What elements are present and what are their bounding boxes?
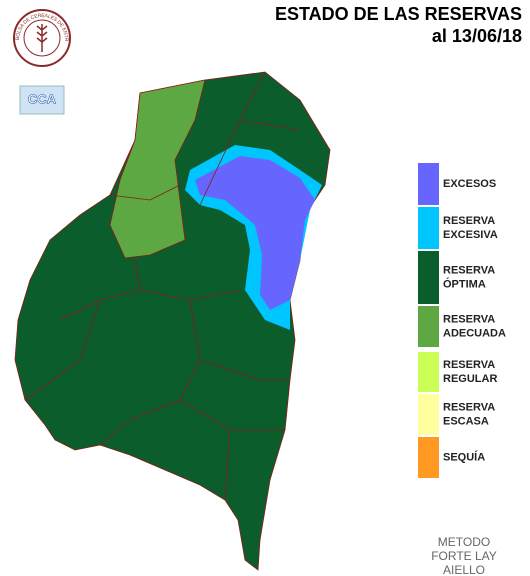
legend-swatch [418, 306, 439, 347]
district-borders [24, 71, 301, 501]
legend: EXCESOSRESERVAEXCESIVARESERVAÓPTIMARESER… [418, 163, 506, 478]
legend-label: RESERVA [443, 264, 495, 276]
method-line: FORTE LAY [431, 549, 497, 563]
method-line: METODO [438, 535, 490, 549]
legend-label: EXCESIVA [443, 229, 498, 241]
logo: BOLSA DE CEREALES DE ENTRE RIOS [0, 0, 71, 67]
legend-label: ÓPTIMA [443, 277, 486, 290]
region-excesos [195, 156, 315, 310]
legend-label: ADECUADA [443, 327, 506, 339]
badge-box [19, 85, 65, 115]
legend-label: SEQUÍA [443, 450, 485, 463]
badge-text: CCA [28, 91, 57, 106]
region-adecuada [109, 79, 206, 259]
province-map [14, 71, 331, 571]
legend-label: RESERVA [443, 313, 495, 325]
legend-label: REGULAR [443, 373, 497, 385]
legend-label: ESCASA [443, 415, 489, 427]
legend-label: RESERVA [443, 359, 495, 371]
legend-swatch [418, 437, 439, 478]
legend-label: EXCESOS [443, 178, 496, 190]
legend-swatch [418, 207, 439, 249]
legend-swatch [418, 163, 439, 205]
method-line: AIELLO [443, 563, 485, 576]
legend-swatch [418, 352, 439, 392]
date: al 13/06/18 [432, 26, 522, 46]
title: ESTADO DE LAS RESERVAS [275, 4, 522, 24]
legend-label: RESERVA [443, 401, 495, 413]
legend-label: RESERVA [443, 215, 495, 227]
legend-swatch [418, 394, 439, 435]
legend-swatch [418, 251, 439, 304]
